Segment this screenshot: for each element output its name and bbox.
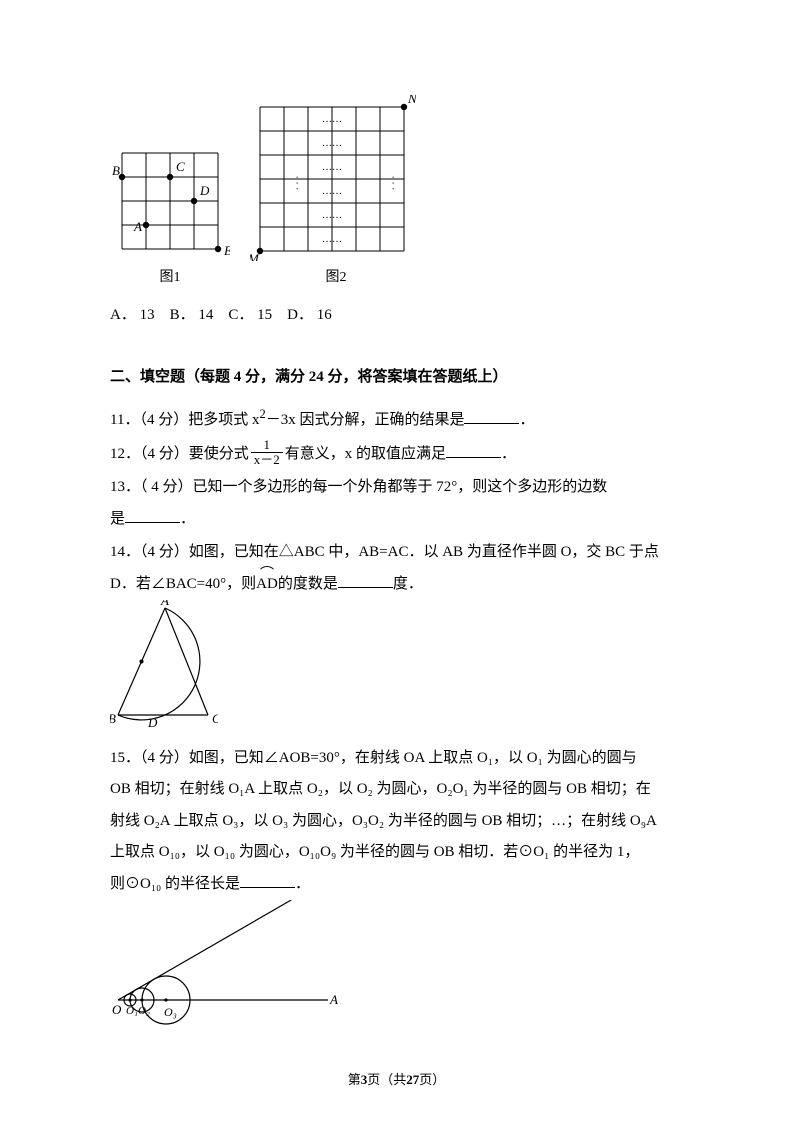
svg-text:……: …… xyxy=(322,138,342,149)
q11-suffix: ． xyxy=(519,412,534,428)
option-c-label: C． xyxy=(228,307,253,323)
svg-text:· · ·: · · · xyxy=(387,176,398,191)
figure-q15-svg: O A B O₁O₂ O₃ xyxy=(110,900,340,1030)
figure-2: …… …… …… …… …… …… · · · · · · M N 图2 xyxy=(250,95,422,292)
q15-blank[interactable] xyxy=(240,871,295,888)
option-d-label: D． xyxy=(287,307,313,323)
q15-suffix: ． xyxy=(295,876,310,892)
figure-1-svg: B CD A E xyxy=(110,147,230,261)
q14-text-c: 度． xyxy=(393,576,423,592)
q14-blank[interactable] xyxy=(338,571,393,588)
svg-text:C: C xyxy=(176,159,185,174)
svg-text:……: …… xyxy=(322,186,342,197)
svg-text:E: E xyxy=(223,243,230,258)
option-b-value: 14 xyxy=(198,307,213,323)
option-d-value: 16 xyxy=(317,307,332,323)
q12-frac-den: x－2 xyxy=(251,453,283,467)
svg-text:D: D xyxy=(147,715,158,728)
q11-text-b: －3x 因式分解，正确的结果是 xyxy=(266,412,465,428)
q15-text-a: 则⊙O₁₀ 的半径长是 xyxy=(110,876,240,892)
svg-text:M: M xyxy=(250,251,260,261)
svg-text:B: B xyxy=(112,163,120,178)
q13-blank[interactable] xyxy=(125,506,180,523)
q13-line1: 13．（ 4 分）已知一个多边形的每一个外角都等于 72°，则这个多边形的边数 xyxy=(110,472,683,504)
svg-text:O: O xyxy=(112,1002,122,1017)
q12-suffix: ． xyxy=(501,446,516,462)
arc-ad-icon: AD xyxy=(256,569,278,601)
q11-text-a: 11．（4 分）把多项式 x xyxy=(110,412,259,428)
figure-2-svg: …… …… …… …… …… …… · · · · · · M N xyxy=(250,95,422,261)
q12-frac-num: 1 xyxy=(251,438,283,453)
svg-text:A: A xyxy=(329,992,338,1007)
figures-row: B CD A E 图1 …… …… …… …… …… …… · · · · · · M N 图2 xyxy=(110,95,683,292)
svg-text:B: B xyxy=(293,900,301,901)
page-footer: 第3页（共27页） xyxy=(0,1069,793,1088)
svg-text:C: C xyxy=(212,711,218,726)
q15-line4: 上取点 O₁₀，以 O₁₀ 为圆心，O₁₀O₉ 为半径的圆与 OB 相切．若⊙O… xyxy=(110,837,683,869)
svg-text:……: …… xyxy=(322,210,342,221)
svg-text:A: A xyxy=(160,600,169,608)
option-a-label: A． xyxy=(110,307,136,323)
svg-text:O₂: O₂ xyxy=(138,1005,150,1017)
q14-line1: 14．（4 分）如图，已知在△ABC 中，AB=AC．以 AB 为直径作半圆 O… xyxy=(110,537,683,569)
option-b-label: B． xyxy=(170,307,195,323)
q11-blank[interactable] xyxy=(464,408,519,425)
svg-text:……: …… xyxy=(322,162,342,173)
q12-text-b: 有意义，x 的取值应满足 xyxy=(285,446,446,462)
figure-2-caption: 图2 xyxy=(250,263,422,292)
q14-text-a: D．若∠BAC=40°，则 xyxy=(110,576,256,592)
q15-line3: 射线 O₂A 上取点 O₃，以 O₃ 为圆心，O₃O₂ 为半径的圆与 OB 相切… xyxy=(110,806,683,838)
figure-1-caption: 图1 xyxy=(110,263,230,292)
q12-text-a: 12．（4 分）要使分式 xyxy=(110,446,249,462)
option-a-value: 13 xyxy=(140,307,155,323)
svg-text:……: …… xyxy=(322,114,342,125)
option-c-value: 15 xyxy=(257,307,272,323)
question-14: 14．（4 分）如图，已知在△ABC 中，AB=AC．以 AB 为直径作半圆 O… xyxy=(110,537,683,741)
question-11: 11．（4 分）把多项式 x2－3x 因式分解，正确的结果是． xyxy=(110,401,683,437)
figure-1: B CD A E 图1 xyxy=(110,147,230,292)
fraction-icon: 1x－2 xyxy=(251,438,283,466)
q15-line1: 15．（4 分）如图，已知∠AOB=30°，在射线 OA 上取点 O₁，以 O₁… xyxy=(110,743,683,775)
question-13: 13．（ 4 分）已知一个多边形的每一个外角都等于 72°，则这个多边形的边数 … xyxy=(110,472,683,535)
footer-b: 页（共 xyxy=(367,1072,406,1087)
svg-text:A: A xyxy=(133,219,142,234)
q12-blank[interactable] xyxy=(446,441,501,458)
q14-line2: D．若∠BAC=40°，则AD的度数是 度． xyxy=(110,569,683,601)
svg-text:O₁: O₁ xyxy=(126,1005,138,1017)
page-content: BCDAE 图1 ………………………………· · ·· · ·MN 图2 A． … xyxy=(0,0,793,1085)
svg-text:D: D xyxy=(199,183,210,198)
svg-text:……: …… xyxy=(322,234,342,245)
section-heading: 二、填空题（每题 4 分，满分 24 分，将答案填在答题纸上） xyxy=(110,362,683,394)
footer-c: 页） xyxy=(419,1072,445,1087)
svg-text:N: N xyxy=(407,95,418,106)
svg-text:O₃: O₃ xyxy=(164,1005,177,1019)
q14-text-b: 的度数是 xyxy=(278,576,338,592)
q15-line5: 则⊙O₁₀ 的半径长是 ． xyxy=(110,869,683,901)
q13-line2: 是． xyxy=(110,504,683,536)
q15-line2: OB 相切；在射线 O₁A 上取点 O₂，以 O₂ 为圆心，O₂O₁ 为半径的圆… xyxy=(110,774,683,806)
footer-a: 第 xyxy=(348,1072,361,1087)
question-12: 12．（4 分）要使分式1x－2有意义，x 的取值应满足 ． xyxy=(110,439,683,471)
answer-options: A． 13 B． 14 C． 15 D． 16 xyxy=(110,300,683,332)
svg-text:B: B xyxy=(110,711,116,726)
q13-suffix: ． xyxy=(180,511,195,527)
svg-text:· · ·: · · · xyxy=(291,176,302,191)
q13-text-a: 是 xyxy=(110,511,125,527)
question-15: 15．（4 分）如图，已知∠AOB=30°，在射线 OA 上取点 O₁，以 O₁… xyxy=(110,743,683,1043)
footer-total: 27 xyxy=(406,1072,419,1087)
figure-q14-svg: A B C D xyxy=(110,600,218,728)
